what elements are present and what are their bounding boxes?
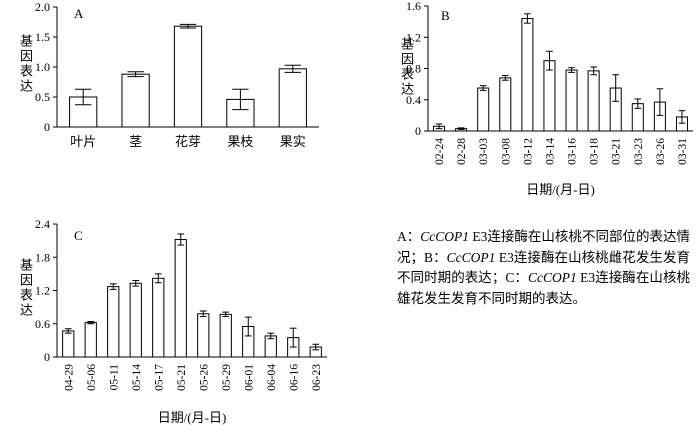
bar [521,18,534,132]
y-tick-label: 2.0 [35,0,50,14]
y-axis-label-b: 基因表达 [399,37,414,97]
caption-segment: CcCOP1 [420,229,470,244]
x-tick-label: 果实 [280,134,306,149]
x-tick-label: 03-03 [478,138,490,165]
chart-panel-c: 基因表达 C 0 0.6 1.2 1.8 2.4 04-29 05-06 05-11 05-14… [0,216,345,432]
y-tick-label: 0 [415,124,421,138]
x-axis-label-b: 日期/(月-日) [526,182,595,197]
x-tick-label: 06-16 [288,364,300,391]
x-tick-label: 03-23 [633,138,645,165]
x-tick-label: 02-24 [434,138,446,165]
bar [278,68,307,128]
caption-segment: E3连接酶在山核桃雌花发生发育不同时期的表达；C： [397,249,690,286]
y-tick-label: 1.8 [35,250,50,264]
caption-segment: E3连接酶在山核桃不同部位的表达情况；B： [397,229,690,265]
bar [197,313,210,358]
y-tick-label: 1.6 [406,0,421,13]
bar [152,277,165,358]
x-tick-label: 03-12 [522,138,534,165]
x-tick-label: 06-01 [243,364,255,391]
x-tick-label: 06-04 [266,364,278,391]
x-tick-label: 04-29 [63,364,75,391]
x-tick-label: 05-26 [198,364,210,391]
y-tick-label: 2.4 [35,217,50,231]
y-tick-label: 1.2 [406,30,421,44]
caption-segment: A： [397,229,421,244]
y-axis-label-c: 基因表达 [18,258,33,318]
x-tick-label: 03-08 [500,138,512,165]
x-tick-label: 茎 [129,134,142,149]
x-tick-label: 03-16 [567,138,579,165]
bar [107,286,120,358]
bar [62,330,75,358]
x-axis-label-c: 日期/(月-日) [157,410,227,425]
bar [129,282,142,358]
y-tick-label: 0 [44,120,50,134]
chart-c-plot: 0 0.6 1.2 1.8 2.4 04-29 05-06 05-11 05-14 05-17 05… [35,217,327,391]
chart-a-plot: 0 0.5 1.0 1.5 2.0 叶片 茎 花芽 果枝 果实 [35,0,319,149]
x-tick-label: 05-11 [108,364,120,391]
bar [174,239,187,358]
x-tick-label: 05-14 [131,364,143,391]
bar [543,60,556,132]
bar [84,322,97,358]
caption-segment: CcCOP1 [527,270,577,286]
x-tick-label: 03-21 [611,138,623,165]
y-tick-label: 0.6 [35,317,50,331]
bar [121,73,150,128]
x-tick-label: 05-29 [221,364,233,391]
bar [587,70,600,132]
y-axis-label-a: 基因表达 [18,34,33,94]
x-tick-label: 花芽 [175,134,201,149]
chart-b-plot: 0 0.4 0.8 1.2 1.6 02-24 02-28 03-03 03-08 03-12 03… [406,0,693,165]
figure-caption: A：CcCOP1 E3连接酶在山核桃不同部位的表达情况；B：CcCOP1 E3连… [397,227,690,309]
x-tick-label: 02-28 [456,138,468,165]
x-tick-label: 果枝 [227,134,253,149]
y-tick-label: 1.2 [35,284,50,298]
panel-letter-b: B [441,8,450,23]
caption-segment: E3连接酶在山核桃雄花发生发育不同时期的表达。 [397,270,690,306]
y-tick-label: 0.5 [35,90,50,104]
caption-segment: CcCOP1 [446,249,496,265]
x-tick-label: 05-21 [176,364,188,391]
bar [499,77,512,132]
bar [219,313,232,358]
chart-panel-a: 基因表达 A 0 0.5 1.0 1.5 2.0 叶片 茎 花芽 果枝 果实 [0,0,335,160]
chart-panel-b: 基因表达 B 0 0.4 0.8 1.2 1.6 02-24 02-28 03-03 03-08… [385,0,700,200]
y-tick-label: 0 [44,350,50,364]
x-tick-label: 03-31 [677,138,689,165]
x-tick-label: 03-14 [544,138,556,165]
x-tick-label: 06-23 [311,364,323,391]
bar [565,69,578,132]
x-tick-label: 03-26 [655,138,667,165]
panel-letter-c: C [74,228,83,243]
x-tick-label: 05-17 [153,364,165,391]
y-tick-label: 0.8 [406,62,421,76]
bar [173,25,203,128]
y-tick-label: 0.4 [406,93,421,107]
panel-letter-a: A [74,6,84,21]
x-tick-label: 叶片 [70,134,96,149]
y-tick-label: 1.0 [35,60,50,74]
x-tick-label: 03-18 [589,138,601,165]
bar [477,87,490,132]
x-tick-label: 05-06 [86,364,98,391]
y-tick-label: 1.5 [35,30,50,44]
